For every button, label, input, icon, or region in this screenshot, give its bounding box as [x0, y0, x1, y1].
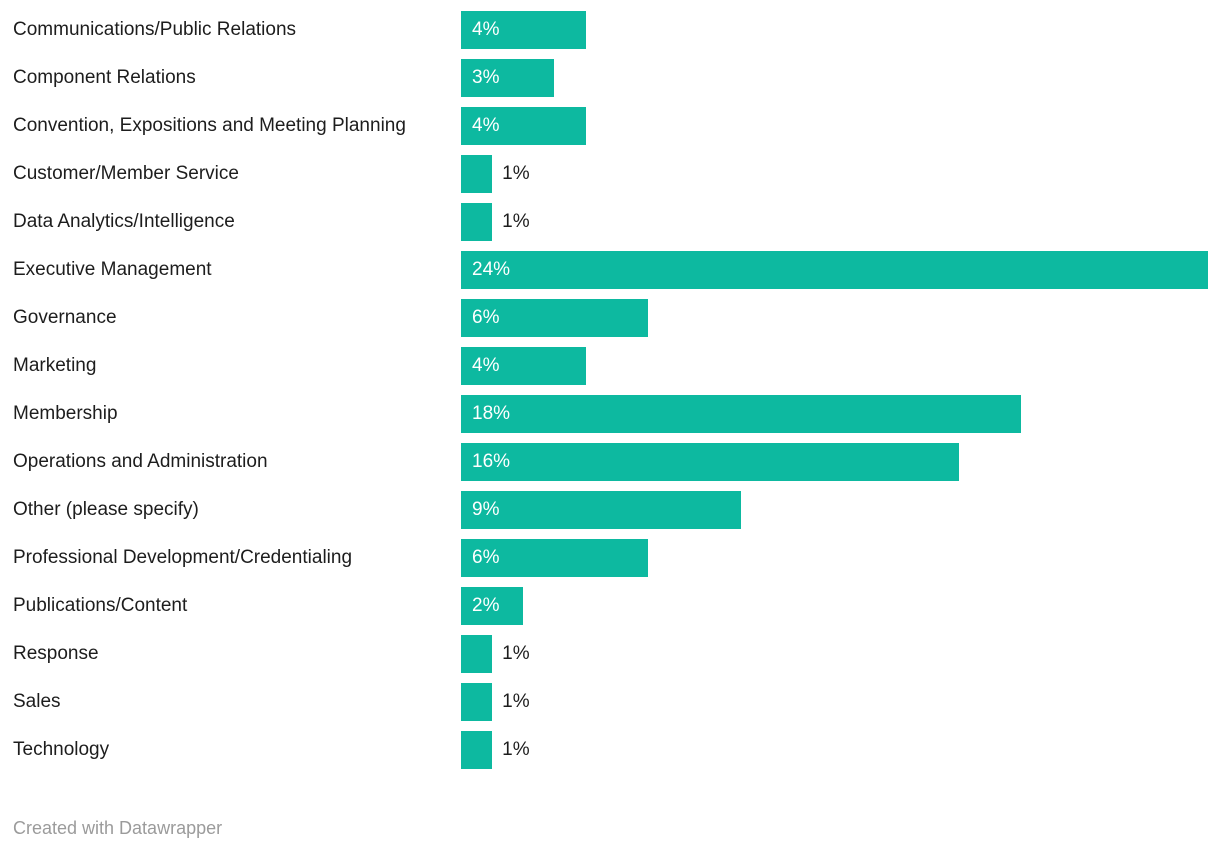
value-label-inside: 9% [472, 499, 500, 520]
category-label: Convention, Expositions and Meeting Plan… [13, 115, 406, 136]
bar-track: 6% [461, 539, 1208, 577]
bar-row: Sales 1% [0, 678, 1220, 726]
category-label: Component Relations [13, 67, 196, 88]
bar-row: Communications/Public Relations 4% [0, 6, 1220, 54]
bar: 2% [461, 587, 524, 625]
bar-row: Governance 6% [0, 294, 1220, 342]
bar: 24% [461, 251, 1208, 289]
category-label: Data Analytics/Intelligence [13, 211, 235, 232]
bar: 16% [461, 443, 959, 481]
value-label-inside: 6% [472, 547, 500, 568]
bar-row: Convention, Expositions and Meeting Plan… [0, 102, 1220, 150]
bar: 18% [461, 395, 1022, 433]
bar-row: Executive Management 24% [0, 246, 1220, 294]
value-label-inside: 4% [472, 115, 500, 136]
category-label: Membership [13, 403, 118, 424]
bar-row: Response 1% [0, 630, 1220, 678]
bar-row: Operations and Administration 16% [0, 438, 1220, 486]
bar-track: 1% [461, 731, 1208, 769]
bar: 4% [461, 107, 586, 145]
value-label-inside: 24% [472, 259, 511, 280]
bar-row: Professional Development/Credentialing 6% [0, 534, 1220, 582]
value-label-outside: 1% [502, 211, 530, 232]
bar [461, 155, 493, 193]
bar: 6% [461, 299, 648, 337]
bar: 4% [461, 347, 586, 385]
attribution: Created with Datawrapper [0, 818, 1220, 839]
value-label-inside: 3% [472, 67, 500, 88]
bar: 6% [461, 539, 648, 577]
bar-track: 3% [461, 59, 1208, 97]
bar-track: 9% [461, 491, 1208, 529]
category-label: Operations and Administration [13, 451, 268, 472]
bar-track: 1% [461, 203, 1208, 241]
value-label-outside: 1% [502, 691, 530, 712]
bar [461, 683, 493, 721]
category-label: Communications/Public Relations [13, 19, 297, 40]
bar: 9% [461, 491, 742, 529]
bar-row: Other (please specify) 9% [0, 486, 1220, 534]
category-label: Professional Development/Credentialing [13, 547, 353, 568]
bar-track: 24% [461, 251, 1208, 289]
value-label-outside: 1% [502, 643, 530, 664]
bar-track: 4% [461, 347, 1208, 385]
value-label-outside: 1% [502, 163, 530, 184]
bar-track: 1% [461, 683, 1208, 721]
bar-track: 4% [461, 11, 1208, 49]
bar-row: Data Analytics/Intelligence 1% [0, 198, 1220, 246]
category-label: Customer/Member Service [13, 163, 239, 184]
bar [461, 635, 493, 673]
category-label: Executive Management [13, 259, 212, 280]
bar-track: 2% [461, 587, 1208, 625]
bar-row: Marketing 4% [0, 342, 1220, 390]
bar-track: 16% [461, 443, 1208, 481]
bar-track: 1% [461, 155, 1208, 193]
bar-track: 6% [461, 299, 1208, 337]
value-label-outside: 1% [502, 739, 530, 760]
bar-row: Technology 1% [0, 726, 1220, 774]
category-label: Governance [13, 307, 117, 328]
category-label: Publications/Content [13, 595, 188, 616]
value-label-inside: 6% [472, 307, 500, 328]
category-label: Other (please specify) [13, 499, 199, 520]
bar-track: 4% [461, 107, 1208, 145]
bar-track: 1% [461, 635, 1208, 673]
bar [461, 731, 493, 769]
bar [461, 203, 493, 241]
category-label: Response [13, 643, 99, 664]
value-label-inside: 2% [472, 595, 500, 616]
bar: 4% [461, 11, 586, 49]
bar: 3% [461, 59, 555, 97]
value-label-inside: 4% [472, 355, 500, 376]
value-label-inside: 16% [472, 451, 511, 472]
category-label: Sales [13, 691, 61, 712]
bar-track: 18% [461, 395, 1208, 433]
bar-row: Publications/Content 2% [0, 582, 1220, 630]
bar-row: Membership 18% [0, 390, 1220, 438]
category-label: Technology [13, 739, 110, 760]
value-label-inside: 18% [472, 403, 511, 424]
bar-chart: Communications/Public Relations 4% Compone… [0, 6, 1220, 774]
value-label-inside: 4% [472, 19, 500, 40]
bar-row: Component Relations 3% [0, 54, 1220, 102]
bar-row: Customer/Member Service 1% [0, 150, 1220, 198]
category-label: Marketing [13, 355, 97, 376]
attribution-link[interactable]: Created with Datawrapper [13, 818, 223, 838]
